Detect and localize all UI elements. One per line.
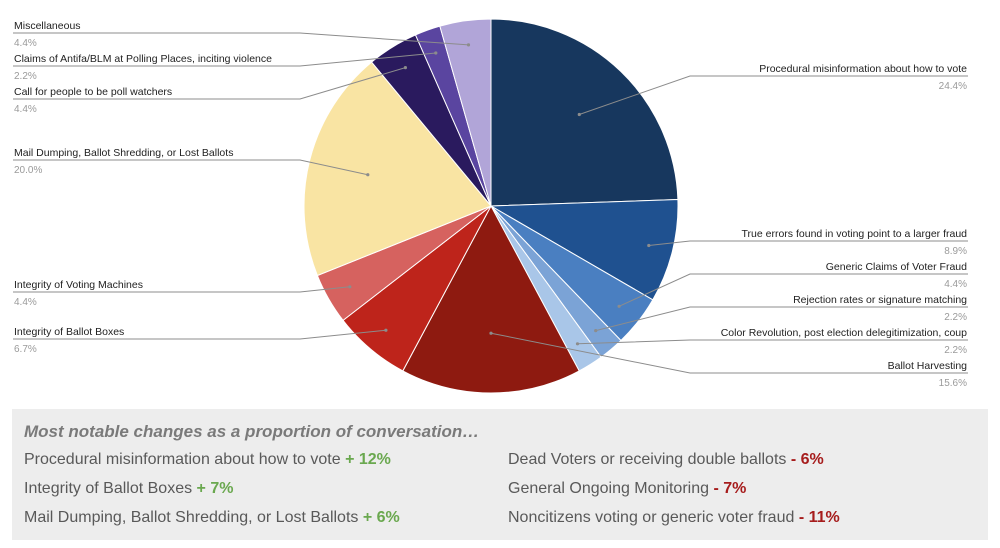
- leader-line: [648, 240, 968, 246]
- slice-label-value: 4.4%: [944, 279, 967, 290]
- slice-label-value: 4.4%: [14, 104, 37, 115]
- leader-line: [13, 52, 436, 67]
- slice-label-value: 20.0%: [14, 165, 42, 176]
- leader-dot: [647, 243, 651, 248]
- slice-label-name: True errors found in voting point to a l…: [742, 228, 968, 240]
- notable-change-value: - 11%: [798, 509, 840, 526]
- leader-line: [13, 67, 406, 100]
- slice-label-name: Integrity of Voting Machines: [14, 279, 143, 291]
- leader-line: [618, 273, 968, 307]
- leader-dot: [577, 112, 581, 117]
- slice-label-value: 15.6%: [939, 378, 967, 389]
- leader-line: [13, 32, 469, 46]
- slice-label-value: 4.4%: [14, 38, 37, 49]
- leader-dot: [348, 285, 352, 289]
- pie-slice-true-errors-found-in-voting-point-to-a-larger-fraud: [489, 199, 679, 301]
- leader-dot: [384, 328, 388, 332]
- pie-chart: Procedural misinformation about how to v…: [13, 18, 968, 394]
- slice-label-name: Integrity of Ballot Boxes: [14, 326, 124, 338]
- leader-dot: [489, 331, 493, 335]
- notable-change-text: Procedural misinformation about how to v…: [24, 451, 341, 468]
- notable-change-item: Mail Dumping, Ballot Shredding, or Lost …: [24, 509, 400, 527]
- slice-label-value: 2.2%: [944, 345, 967, 356]
- slice-label-name: Generic Claims of Voter Fraud: [826, 261, 967, 273]
- pie-slice-mail-dumping-ballot-shredding-or-lost-ballots: [303, 61, 492, 277]
- notable-change-item: General Ongoing Monitoring - 7%: [508, 480, 746, 498]
- notable-change-value: + 6%: [362, 509, 400, 526]
- notable-change-value: + 12%: [345, 451, 391, 468]
- notable-change-value: + 7%: [196, 480, 234, 497]
- notable-change-item: Integrity of Ballot Boxes + 7%: [24, 480, 233, 498]
- leader-line: [13, 329, 386, 340]
- pie-slices: [303, 18, 679, 394]
- notable-change-item: Procedural misinformation about how to v…: [24, 451, 391, 469]
- slice-label-name: Miscellaneous: [14, 20, 81, 32]
- notable-change-value: - 7%: [713, 480, 747, 497]
- pie-slice-miscellaneous: [439, 18, 492, 207]
- slice-labels: Procedural misinformation about how to v…: [14, 20, 967, 389]
- leader-dot: [575, 342, 580, 346]
- notable-changes-panel: Most notable changes as a proportion of …: [12, 409, 988, 540]
- leader-dot: [403, 66, 407, 70]
- slice-label-value: 4.4%: [14, 297, 37, 308]
- leader-dot: [594, 329, 598, 333]
- slice-label-value: 2.2%: [944, 312, 967, 323]
- leader-dot: [434, 51, 438, 55]
- notable-change-text: Dead Voters or receiving double ballots: [508, 451, 787, 468]
- slice-label-name: Procedural misinformation about how to v…: [759, 63, 967, 75]
- notable-changes-heading: Most notable changes as a proportion of …: [24, 422, 480, 441]
- leader-line: [595, 306, 968, 332]
- leader-dot: [366, 173, 370, 177]
- notable-change-text: Integrity of Ballot Boxes: [24, 480, 193, 497]
- slice-label-value: 2.2%: [14, 71, 37, 82]
- slice-label-name: Color Revolution, post election delegiti…: [721, 327, 967, 339]
- notable-change-value: - 6%: [790, 451, 824, 468]
- leader-line: [13, 286, 350, 293]
- leader-line: [13, 159, 368, 176]
- slice-label-name: Call for people to be poll watchers: [14, 86, 172, 98]
- pie-slice-ballot-harvesting: [402, 204, 580, 394]
- leader-line: [490, 332, 968, 374]
- slice-label-name: Rejection rates or signature matching: [793, 294, 967, 306]
- leader-lines: [13, 32, 968, 374]
- slice-label-name: Claims of Antifa/BLM at Polling Places, …: [14, 53, 272, 65]
- leader-dot: [466, 43, 471, 47]
- notable-change-text: Mail Dumping, Ballot Shredding, or Lost …: [24, 509, 359, 526]
- slice-label-value: 8.9%: [944, 246, 967, 257]
- leader-dot: [617, 304, 621, 308]
- slice-label-value: 6.7%: [14, 344, 37, 355]
- slice-label-value: 24.4%: [939, 81, 967, 92]
- leader-line: [577, 339, 968, 345]
- slice-label-name: Mail Dumping, Ballot Shredding, or Lost …: [14, 147, 233, 159]
- notable-change-item: Dead Voters or receiving double ballots …: [508, 451, 824, 469]
- notable-change-text: Noncitizens voting or generic voter frau…: [508, 509, 795, 526]
- slice-label-name: Ballot Harvesting: [888, 360, 968, 372]
- notable-change-item: Noncitizens voting or generic voter frau…: [508, 509, 840, 527]
- leader-line: [579, 75, 968, 115]
- notable-change-text: General Ongoing Monitoring: [508, 480, 710, 497]
